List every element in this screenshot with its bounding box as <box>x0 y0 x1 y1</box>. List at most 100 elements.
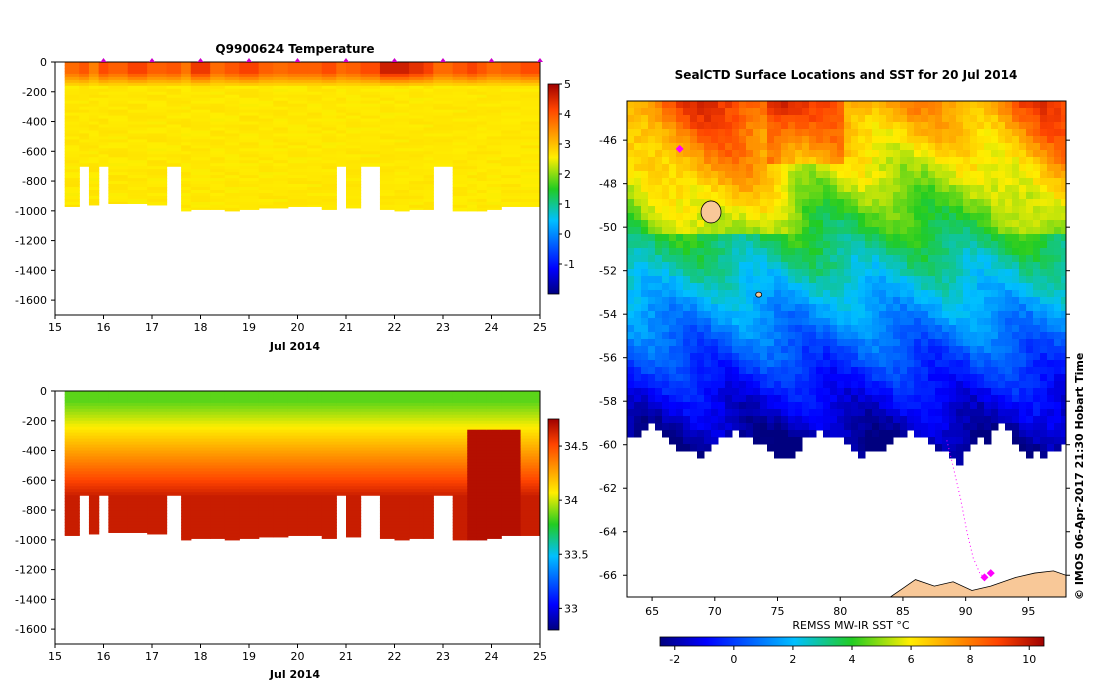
salinity-profile <box>273 391 289 538</box>
sst-cell <box>711 185 719 193</box>
temperature-cell <box>273 189 289 194</box>
salinity-cell <box>452 510 468 514</box>
sst-cell <box>627 143 635 151</box>
sst-cell <box>662 122 670 130</box>
salinity-cell <box>287 399 308 404</box>
temperature-cell <box>127 157 148 161</box>
salinity-cell <box>210 444 226 449</box>
salinity-cell <box>258 489 274 493</box>
temperature-cell <box>210 103 226 108</box>
salinity-cell <box>239 408 260 413</box>
sst-cell <box>690 171 698 179</box>
temperature-cell <box>64 100 80 105</box>
salinity-cell <box>379 507 396 511</box>
sst-cell <box>956 241 964 249</box>
salinity-cell <box>540 451 547 455</box>
salinity-cell <box>239 492 260 496</box>
temperature-cell <box>108 198 129 203</box>
temperature-cell <box>98 103 109 108</box>
salinity-cell <box>181 391 192 395</box>
salinity-cell <box>127 402 148 407</box>
temperature-cell <box>540 163 547 167</box>
salinity-cell <box>486 453 502 458</box>
temperature-cell <box>520 100 540 105</box>
salinity-cell <box>452 441 468 446</box>
salinity-cell <box>452 399 468 404</box>
sst-cell <box>774 171 782 179</box>
temperature-profile <box>307 62 323 207</box>
temperature-cell <box>409 192 425 197</box>
temperature-cell <box>394 207 410 212</box>
salinity-cell <box>336 414 347 419</box>
salinity-cell <box>540 474 547 478</box>
sst-cell <box>739 122 747 130</box>
sst-cell <box>669 241 677 249</box>
salinity-cell <box>127 524 148 529</box>
sst-cell <box>1061 192 1066 200</box>
temperature-cell <box>423 79 434 84</box>
temperature-cell <box>88 103 100 108</box>
salinity-cell <box>190 516 211 520</box>
temperature-cell <box>224 204 240 209</box>
temperature-cell <box>321 145 337 149</box>
sst-cell <box>704 122 712 130</box>
salinity-cell <box>273 391 289 395</box>
sst-cell <box>732 269 740 277</box>
sst-cell <box>816 129 824 137</box>
sst-cell <box>634 220 642 228</box>
temperature-cell <box>360 151 381 155</box>
sst-cell <box>865 108 873 116</box>
sst-cell <box>753 227 761 235</box>
temperature-cell <box>346 100 362 105</box>
salinity-profile <box>190 391 211 539</box>
sst-cell <box>641 269 649 277</box>
sst-cell <box>697 255 705 263</box>
temperature-cell <box>224 94 240 99</box>
sst-cell <box>970 185 978 193</box>
salinity-cell <box>520 501 540 505</box>
temperature-cell <box>147 127 168 132</box>
sst-cell <box>781 178 789 186</box>
salinity-cell <box>210 450 226 455</box>
sst-cell <box>781 248 789 256</box>
temperature-cell <box>336 79 347 84</box>
salinity-cell <box>79 405 90 410</box>
salinity-cell <box>147 480 168 484</box>
x-tick-label: 15 <box>48 321 62 334</box>
sst-cell <box>634 157 642 165</box>
temperature-cell <box>336 127 347 132</box>
salinity-cell <box>467 417 478 422</box>
temperature-cell <box>452 145 468 149</box>
salinity-cell <box>147 414 168 419</box>
temperature-cell <box>433 136 454 140</box>
salinity-cell <box>307 477 323 481</box>
sst-cell <box>991 115 999 123</box>
temperature-cell <box>476 207 488 212</box>
temperature-cell <box>423 106 434 111</box>
salinity-cell <box>540 421 547 425</box>
temperature-cell <box>181 175 192 179</box>
temperature-cell <box>467 136 478 140</box>
sst-cell <box>1061 150 1066 158</box>
temperature-cell <box>520 127 540 132</box>
sst-cell <box>963 220 971 228</box>
temperature-cell <box>501 94 522 99</box>
salinity-cell <box>307 441 323 446</box>
salinity-cell <box>108 411 129 416</box>
salinity-cell <box>88 444 100 449</box>
sst-cell <box>781 192 789 200</box>
salinity-cell <box>501 524 522 529</box>
temperature-cell <box>336 94 347 99</box>
salinity-cell <box>394 495 410 499</box>
temperature-cell <box>321 139 337 143</box>
salinity-cell <box>360 391 381 395</box>
sst-cell <box>886 269 894 277</box>
temperature-cell <box>346 145 362 149</box>
salinity-cell <box>287 405 308 410</box>
sst-cell <box>634 241 642 249</box>
salinity-cell <box>467 483 478 487</box>
salinity-cell <box>64 513 80 517</box>
sst-cell <box>634 206 642 214</box>
temperature-cell <box>273 187 289 191</box>
sst-cell <box>942 241 950 249</box>
